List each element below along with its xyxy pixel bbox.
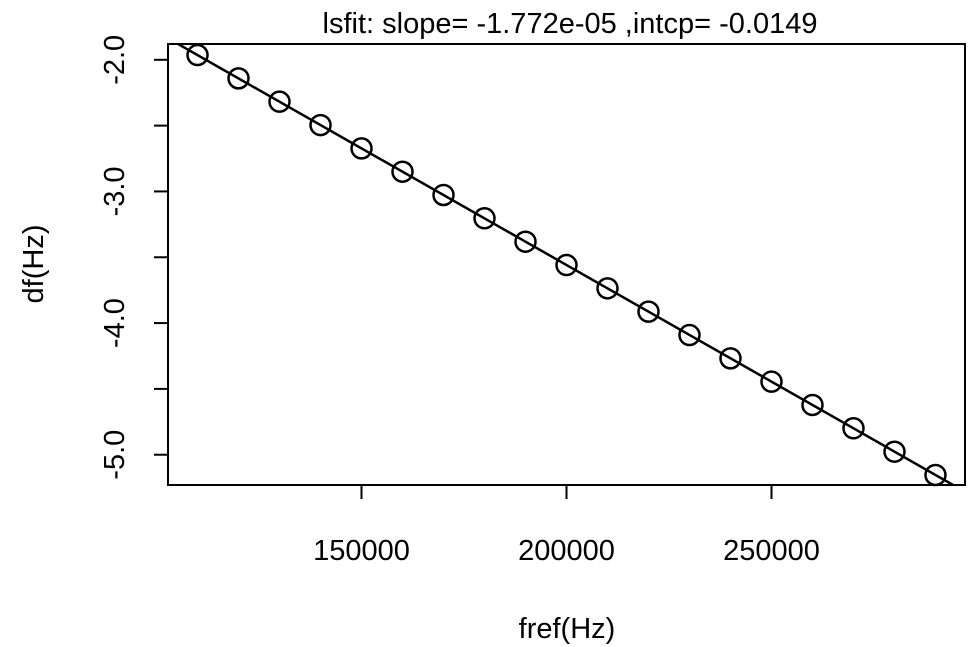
x-tick-label: 250000 bbox=[723, 535, 820, 567]
y-tick-label: -3.0 bbox=[99, 166, 131, 216]
fit-line bbox=[175, 44, 956, 485]
data-point bbox=[555, 253, 578, 277]
y-tick-label: -2.0 bbox=[99, 35, 131, 85]
data-point bbox=[432, 183, 455, 207]
data-point bbox=[227, 67, 250, 90]
data-point bbox=[678, 323, 701, 347]
data-point bbox=[309, 113, 332, 137]
fit-line-layer bbox=[175, 44, 956, 485]
data-point bbox=[596, 277, 619, 300]
data-point bbox=[719, 347, 742, 370]
data-point bbox=[391, 160, 414, 183]
y-axis-label: df(Hz) bbox=[18, 225, 50, 304]
data-point bbox=[268, 90, 291, 113]
y-tick-label: -4.0 bbox=[99, 298, 131, 348]
data-point bbox=[350, 137, 373, 160]
data-point bbox=[473, 207, 496, 230]
x-tick-label: 150000 bbox=[313, 535, 410, 567]
points-layer bbox=[186, 43, 947, 487]
x-tick-label: 200000 bbox=[518, 535, 615, 567]
data-point bbox=[842, 417, 865, 440]
data-point bbox=[637, 300, 660, 323]
x-axis: 150000 200000 250000 bbox=[313, 485, 820, 567]
data-point bbox=[760, 370, 783, 393]
chart-title: lsfit: slope= -1.772e-05 ,intcp= -0.0149 bbox=[323, 8, 818, 40]
data-point bbox=[883, 440, 906, 463]
y-axis: -2.0 -3.0 -4.0 -5.0 bbox=[99, 35, 168, 480]
x-axis-label: fref(Hz) bbox=[519, 613, 616, 645]
y-tick-label: -5.0 bbox=[99, 430, 131, 480]
data-point bbox=[186, 43, 209, 67]
data-point bbox=[801, 393, 824, 417]
data-point bbox=[514, 230, 537, 253]
